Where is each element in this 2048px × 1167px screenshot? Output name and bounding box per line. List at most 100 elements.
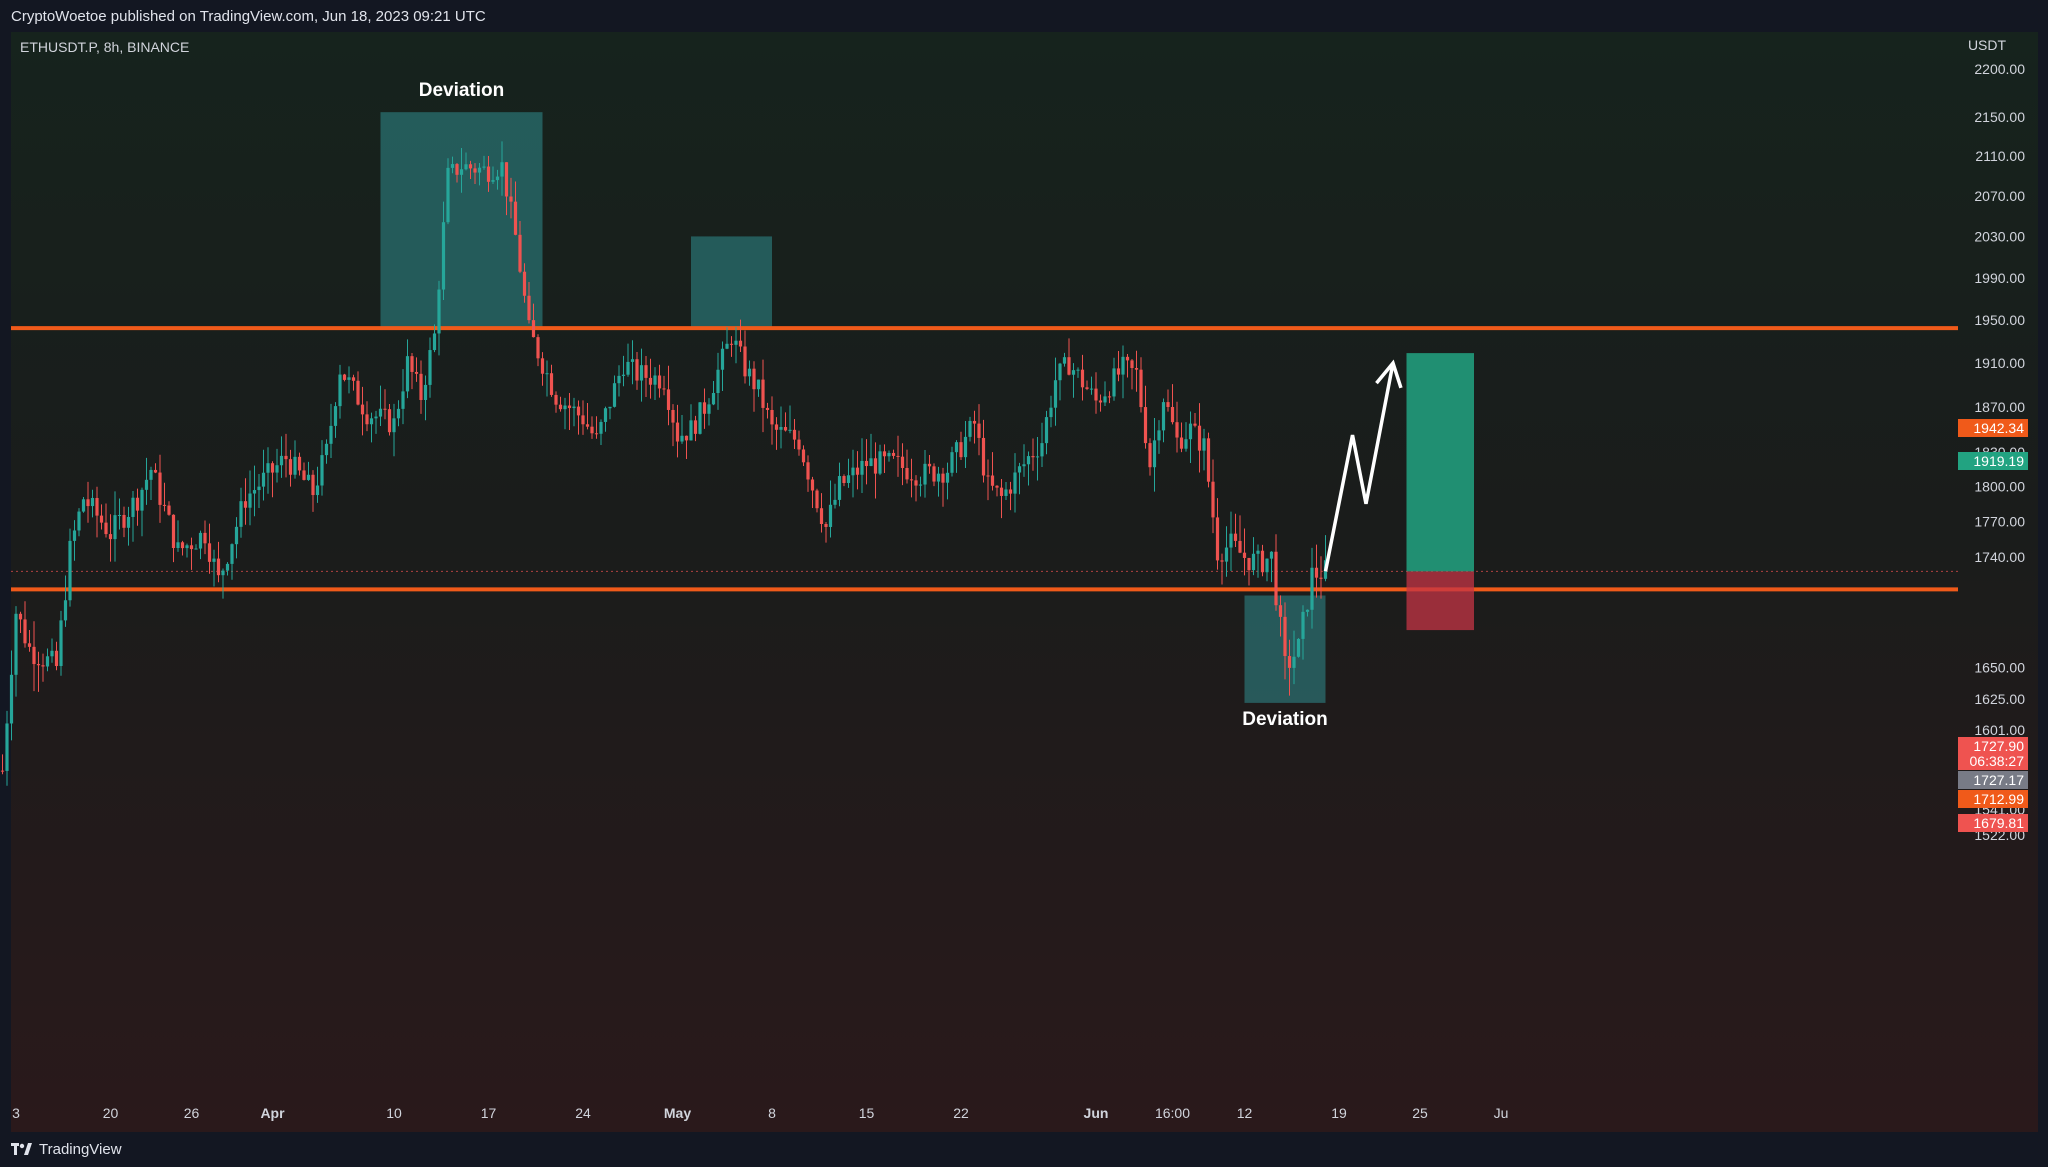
candle xyxy=(0,754,5,775)
candle xyxy=(1179,422,1184,453)
candle-body xyxy=(360,404,365,415)
candle xyxy=(729,336,734,357)
time-tick-label: 26 xyxy=(184,1105,200,1121)
candle-body xyxy=(405,356,410,392)
chart-panel[interactable] xyxy=(11,32,2038,1132)
candle-body xyxy=(338,374,342,407)
price-tick-label: 1990.00 xyxy=(1974,270,2025,286)
candle xyxy=(18,611,23,633)
candle xyxy=(77,508,81,537)
candle-body xyxy=(1215,517,1220,561)
candle xyxy=(842,474,846,487)
price-tick-label: 1800.00 xyxy=(1974,478,2025,494)
candle xyxy=(1130,358,1134,390)
candle xyxy=(1022,444,1026,477)
candle xyxy=(941,467,945,507)
candle-body xyxy=(1013,472,1017,494)
candle-body xyxy=(1089,388,1094,390)
candle xyxy=(311,470,315,512)
candle-body xyxy=(5,723,9,771)
candle xyxy=(1242,528,1247,576)
candle-body xyxy=(342,374,347,380)
candle xyxy=(981,419,986,483)
projection-layer xyxy=(1323,359,1403,572)
candle xyxy=(635,351,639,390)
candle-body xyxy=(54,650,59,667)
candle xyxy=(585,403,590,430)
candle-body xyxy=(824,524,828,527)
price-tag xyxy=(1958,771,2028,789)
candle-body xyxy=(1287,656,1292,668)
candle-body xyxy=(630,359,635,362)
candle xyxy=(1211,459,1215,534)
candle xyxy=(284,433,288,478)
candle xyxy=(1031,438,1035,471)
candle-body xyxy=(909,479,914,481)
candle xyxy=(1098,394,1103,412)
candles-layer xyxy=(0,141,1328,786)
candle-body xyxy=(527,295,531,321)
candle-body xyxy=(612,383,617,407)
candle-body xyxy=(1278,605,1283,617)
candle-body xyxy=(437,289,441,334)
candle xyxy=(1121,345,1125,399)
candle-body xyxy=(599,421,603,434)
candle xyxy=(851,449,855,498)
candle-body xyxy=(158,472,162,505)
candle xyxy=(716,352,720,410)
candle-body xyxy=(981,437,986,476)
candle xyxy=(212,549,216,587)
candle xyxy=(1017,462,1022,495)
candle-body xyxy=(711,393,716,405)
candle xyxy=(1193,413,1197,428)
price-tag xyxy=(1958,452,2028,470)
candle xyxy=(441,201,446,300)
candle xyxy=(513,181,518,236)
candle xyxy=(117,498,122,530)
candle-body xyxy=(86,499,90,507)
candle-body xyxy=(639,365,644,381)
candle-body xyxy=(1125,356,1130,361)
price-tick-label: 1601.00 xyxy=(1974,722,2025,738)
candle xyxy=(162,482,167,512)
candle-body xyxy=(1233,533,1238,541)
candle xyxy=(806,455,810,492)
candle-body xyxy=(635,359,639,381)
candle xyxy=(1080,354,1085,401)
candle-body xyxy=(540,358,545,374)
candle xyxy=(90,489,95,518)
candle xyxy=(914,475,918,502)
candle xyxy=(63,575,68,627)
candle-body xyxy=(1130,360,1134,369)
candle xyxy=(612,375,617,408)
candle xyxy=(293,440,297,479)
candle xyxy=(540,352,545,386)
tradingview-brand[interactable]: TradingView xyxy=(11,1138,122,1160)
candle-body xyxy=(446,167,450,223)
candle-body xyxy=(243,501,248,508)
candle-body xyxy=(468,164,473,169)
candle-body xyxy=(374,416,378,419)
candle-body xyxy=(837,476,842,500)
candle-body xyxy=(99,515,104,523)
candle xyxy=(189,537,194,570)
candle-body xyxy=(720,348,725,370)
candle xyxy=(387,404,392,436)
candle xyxy=(936,466,941,497)
candle xyxy=(171,514,176,563)
candle xyxy=(549,364,554,397)
time-tick-label: 15 xyxy=(859,1105,875,1121)
candle-body xyxy=(1031,456,1035,458)
candle xyxy=(68,528,72,607)
price-tag xyxy=(1958,737,2028,755)
candle-body xyxy=(297,456,302,471)
candle xyxy=(1148,438,1152,476)
candle xyxy=(666,365,671,426)
candle-body xyxy=(126,516,131,528)
candle xyxy=(419,360,423,414)
candle-body xyxy=(1085,387,1089,389)
candle xyxy=(855,451,860,490)
candle-body xyxy=(572,406,576,409)
candle-body xyxy=(270,463,275,473)
